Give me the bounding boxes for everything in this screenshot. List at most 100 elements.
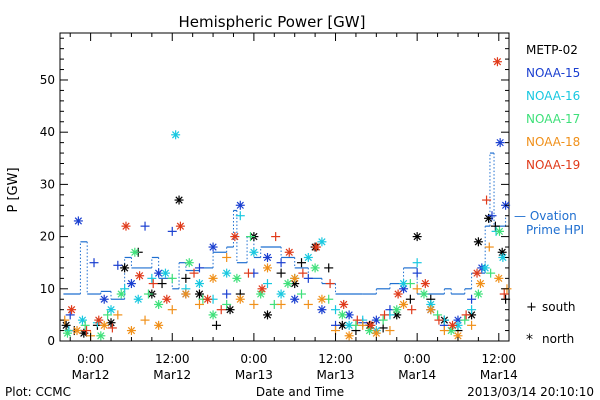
north-point bbox=[393, 289, 403, 299]
south-point bbox=[358, 320, 368, 330]
legend-item-noaa-19: NOAA-19 bbox=[526, 158, 580, 172]
south-point bbox=[249, 299, 259, 309]
north-point bbox=[133, 294, 143, 304]
south-point bbox=[235, 211, 245, 221]
south-point bbox=[140, 221, 150, 231]
north-point bbox=[392, 305, 402, 315]
south-point bbox=[467, 320, 477, 330]
north-marker-legend: * north bbox=[526, 332, 574, 348]
legend-item-noaa-18: NOAA-18 bbox=[526, 135, 580, 149]
north-point bbox=[232, 273, 242, 283]
south-point bbox=[433, 310, 443, 320]
south-point bbox=[181, 273, 191, 283]
scatter-points bbox=[60, 57, 512, 341]
x-tick-label-date: Mar12 bbox=[72, 368, 110, 382]
south-point bbox=[276, 258, 286, 268]
north-point bbox=[96, 331, 106, 341]
north-point bbox=[303, 252, 313, 262]
north-point bbox=[366, 320, 376, 330]
north-point bbox=[194, 279, 204, 289]
north-point bbox=[480, 263, 490, 273]
north-point bbox=[67, 305, 77, 315]
south-point bbox=[405, 294, 415, 304]
north-point bbox=[160, 268, 170, 278]
south-point bbox=[405, 279, 415, 289]
x-tick-label-date: Mar13 bbox=[235, 368, 273, 382]
north-point bbox=[225, 305, 235, 315]
y-tick-label: 30 bbox=[40, 177, 55, 191]
north-point bbox=[337, 310, 347, 320]
south-point bbox=[113, 260, 123, 270]
south-point bbox=[194, 263, 204, 273]
ovation-legend-line2: Prime HPI bbox=[526, 223, 584, 237]
x-tick-label-date: Mar13 bbox=[317, 368, 355, 382]
satellite-legend: METP-02 NOAA-15 NOAA-16 NOAA-17 NOAA-18 NOAA-… bbox=[526, 43, 580, 172]
south-point bbox=[211, 320, 221, 330]
south-point bbox=[467, 294, 477, 304]
ovation-legend-line1: — Ovation bbox=[514, 209, 577, 223]
y-tick-label: 40 bbox=[40, 125, 55, 139]
south-point bbox=[194, 299, 204, 309]
north-point bbox=[121, 221, 131, 231]
south-point bbox=[189, 268, 199, 278]
north-point bbox=[99, 294, 109, 304]
south-point bbox=[439, 326, 449, 336]
north-point bbox=[184, 258, 194, 268]
x-tick-label-time: 0:00 bbox=[404, 352, 431, 366]
plot-area bbox=[59, 32, 510, 342]
south-point bbox=[216, 305, 226, 315]
y-axis-label: P [GW] bbox=[6, 167, 21, 212]
north-point bbox=[371, 328, 381, 338]
south-point bbox=[297, 289, 307, 299]
plot-credit: Plot: CCMC bbox=[5, 385, 71, 399]
x-tick-label-time: 12:00 bbox=[481, 352, 516, 366]
north-point bbox=[175, 221, 185, 231]
plot-frame bbox=[59, 32, 510, 342]
north-point bbox=[116, 289, 126, 299]
south-point bbox=[412, 284, 422, 294]
north-point bbox=[194, 289, 204, 299]
south-point bbox=[499, 289, 509, 299]
north-point bbox=[283, 279, 293, 289]
south-point bbox=[120, 284, 130, 294]
north-point bbox=[276, 289, 286, 299]
north-point bbox=[420, 279, 430, 289]
south-point bbox=[222, 289, 232, 299]
legend-item-noaa-16: NOAA-16 bbox=[526, 89, 580, 103]
south-point bbox=[298, 268, 308, 278]
north-symbol: * bbox=[526, 332, 533, 348]
south-point bbox=[352, 315, 362, 325]
legend-item-metp-02: METP-02 bbox=[526, 43, 578, 57]
south-point bbox=[107, 323, 117, 333]
north-point bbox=[317, 305, 327, 315]
south-point bbox=[303, 273, 313, 283]
y-tick-label: 0 bbox=[47, 334, 55, 348]
south-point bbox=[324, 263, 334, 273]
south-point bbox=[434, 315, 444, 325]
south-point bbox=[276, 268, 286, 278]
south-point bbox=[222, 252, 232, 262]
x-tick-label-date: Mar12 bbox=[153, 368, 191, 382]
south-point bbox=[378, 323, 388, 333]
north-point bbox=[419, 289, 429, 299]
south-point bbox=[147, 273, 157, 283]
x-tick-label-date: Mar14 bbox=[480, 368, 518, 382]
north-point bbox=[235, 294, 245, 304]
south-point bbox=[143, 289, 153, 299]
south-point bbox=[148, 279, 158, 289]
north-point bbox=[290, 294, 300, 304]
south-point bbox=[222, 299, 232, 309]
north-point bbox=[222, 268, 232, 278]
north-point bbox=[473, 237, 483, 247]
south-point bbox=[487, 211, 497, 221]
north-point bbox=[106, 318, 116, 328]
x-axis-label: Date and Time bbox=[256, 385, 344, 399]
north-point bbox=[120, 263, 130, 273]
north-point bbox=[256, 289, 266, 299]
north-point bbox=[94, 315, 104, 325]
north-point bbox=[473, 289, 483, 299]
north-point bbox=[257, 284, 267, 294]
south-point bbox=[243, 268, 253, 278]
south-point bbox=[460, 315, 470, 325]
north-point bbox=[230, 232, 240, 242]
